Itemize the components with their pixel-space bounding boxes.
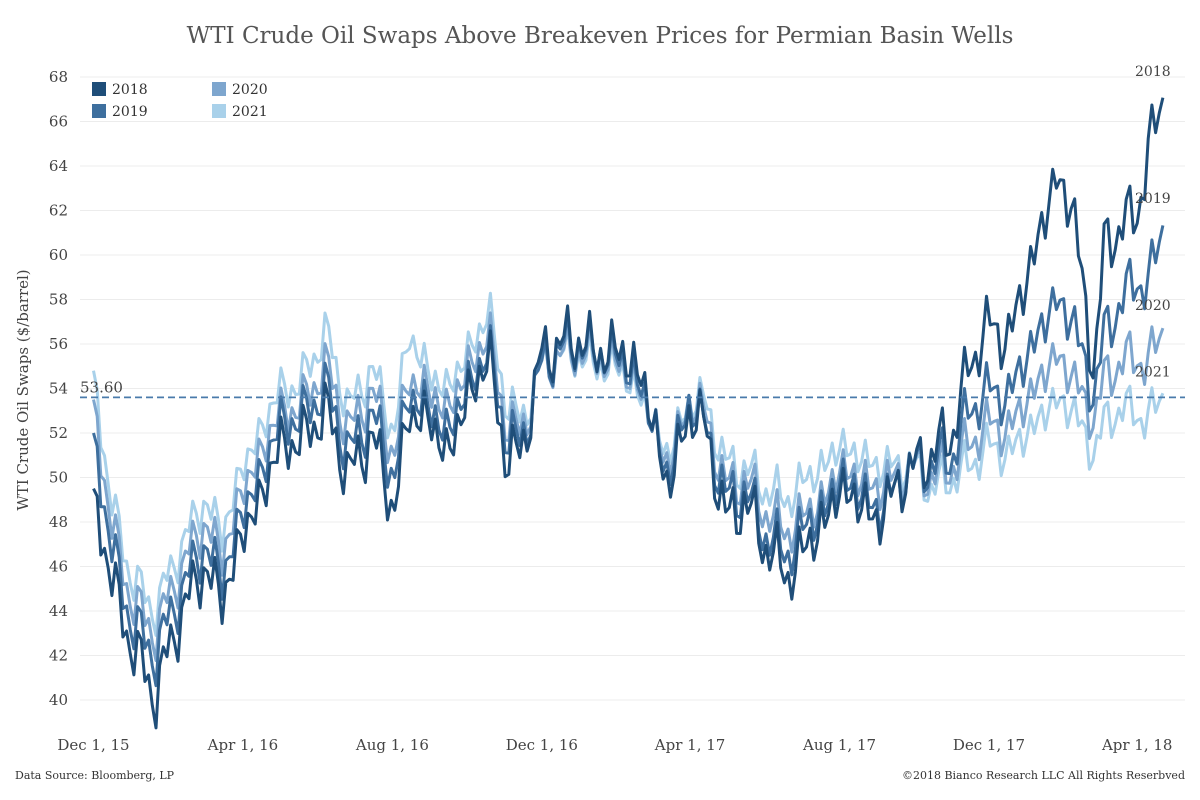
legend-swatch-2021 (212, 104, 226, 118)
legend-label-2018: 2018 (112, 82, 148, 98)
x-tick-label: Aug 1, 16 (355, 736, 429, 754)
copyright: ©2018 Bianco Research LLC All Rights Res… (902, 769, 1185, 782)
y-tick-label: 42 (49, 647, 68, 665)
reference-line-group: 53.60 (80, 378, 1185, 399)
y-tick-label: 50 (49, 469, 68, 487)
y-tick-label: 58 (49, 291, 68, 309)
y-tick-label: 68 (49, 68, 68, 86)
y-axis-ticks: 40 42 44 46 48 50 52 54 56 58 60 62 64 66 68 (49, 68, 68, 709)
x-axis-ticks: Dec 1, 15 Apr 1, 16 Aug 1, 16 Dec 1, 16 Apr … (57, 736, 1172, 754)
x-tick-label: Dec 1, 15 (57, 736, 129, 754)
y-tick-label: 40 (49, 691, 68, 709)
series-line-2020 (92, 311, 1165, 663)
y-tick-label: 54 (49, 380, 68, 398)
y-tick-label: 66 (49, 113, 68, 131)
series-line-2018 (92, 97, 1165, 730)
legend: 2018 2019 2020 2021 (92, 82, 268, 120)
y-axis-label: WTI Crude Oil Swaps ($/barrel) (14, 269, 32, 510)
legend-swatch-2018 (92, 82, 106, 96)
x-tick-label: Apr 1, 16 (207, 736, 279, 754)
y-tick-label: 56 (49, 335, 68, 353)
legend-label-2021: 2021 (232, 104, 268, 120)
y-tick-label: 64 (49, 157, 68, 175)
x-tick-label: Aug 1, 17 (802, 736, 876, 754)
series-lines (92, 97, 1165, 730)
x-tick-label: Dec 1, 17 (953, 736, 1025, 754)
legend-swatch-2019 (92, 104, 106, 118)
end-label-2021: 2021 (1135, 365, 1171, 381)
series-end-labels: 2018 2019 2020 2021 (1135, 64, 1171, 380)
y-tick-label: 52 (49, 424, 68, 442)
data-source: Data Source: Bloomberg, LP (15, 769, 175, 782)
x-tick-label: Apr 1, 17 (654, 736, 726, 754)
legend-swatch-2020 (212, 82, 226, 96)
x-tick-label: Dec 1, 16 (506, 736, 578, 754)
y-tick-label: 62 (49, 202, 68, 220)
y-tick-label: 48 (49, 513, 68, 531)
series-line-2021 (92, 291, 1165, 637)
y-tick-label: 46 (49, 558, 68, 576)
end-label-2020: 2020 (1135, 298, 1171, 314)
y-tick-label: 60 (49, 246, 68, 264)
chart-title: WTI Crude Oil Swaps Above Breakeven Pric… (187, 23, 1014, 49)
legend-label-2020: 2020 (232, 82, 268, 98)
x-tick-label: Apr 1, 18 (1101, 736, 1173, 754)
reference-line-label: 53.60 (80, 378, 123, 396)
legend-label-2019: 2019 (112, 104, 148, 120)
gridlines (80, 76, 1185, 701)
y-tick-label: 44 (49, 602, 68, 620)
end-label-2018: 2018 (1135, 64, 1171, 80)
end-label-2019: 2019 (1135, 191, 1171, 207)
series-line-2019 (92, 225, 1165, 688)
